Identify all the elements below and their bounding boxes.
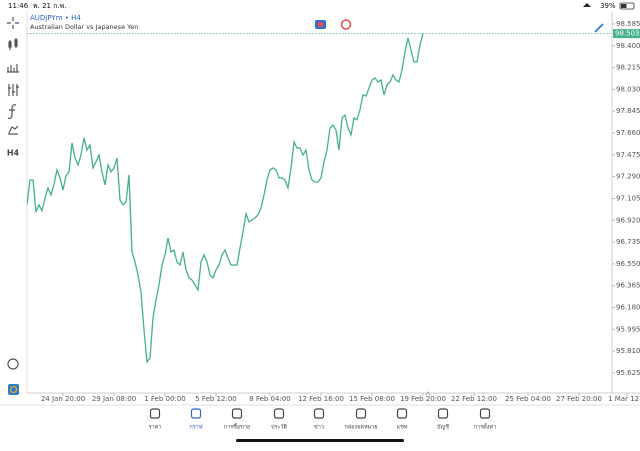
price-line xyxy=(27,33,424,364)
y-tick-label: 97.290 xyxy=(616,173,640,181)
drawing-tool[interactable] xyxy=(8,125,19,135)
left-toolbar xyxy=(7,17,19,370)
tab-label[interactable]: ข่าว xyxy=(314,425,324,431)
x-tick-label: 15 Feb 08:00 xyxy=(349,395,395,403)
tab-label[interactable]: ราคา xyxy=(149,425,162,431)
tab-icon[interactable] xyxy=(437,408,449,419)
tab-label[interactable]: บัญชี xyxy=(437,424,449,431)
trendline-button[interactable] xyxy=(594,23,604,33)
x-tick-label: 8 Feb 04:00 xyxy=(249,395,290,403)
x-tick-label: 5 Feb 12:00 xyxy=(195,395,236,403)
y-tick-label: 97.105 xyxy=(616,194,640,202)
symbol-title[interactable]: AUDJPYm • H4 xyxy=(30,14,81,22)
x-tick-label: 27 Feb 20:00 xyxy=(556,395,602,403)
y-tick-label: 98.400 xyxy=(616,42,640,50)
y-tick-label: 95.995 xyxy=(616,325,640,333)
status-date: พ. 21 ก.พ. xyxy=(33,2,67,10)
wifi-icon xyxy=(583,3,591,7)
indicators-tool[interactable] xyxy=(7,64,19,73)
symbol-description: Australian Dollar vs Japanese Yen xyxy=(30,23,138,31)
tab-label[interactable]: กล่องจดหมาย xyxy=(344,425,377,431)
settings-tool[interactable] xyxy=(8,84,19,96)
y-tick-label: 96.920 xyxy=(616,216,640,224)
x-tick-label: 22 Feb 12:00 xyxy=(451,395,497,403)
tab-icon[interactable] xyxy=(313,408,325,419)
crosshair-tool[interactable] xyxy=(7,17,19,29)
objects-tool[interactable] xyxy=(7,104,17,119)
battery-icon xyxy=(619,2,635,10)
y-tick-label: 97.660 xyxy=(616,129,640,137)
tab-label[interactable]: แชท xyxy=(397,424,408,431)
y-tick-label: 96.550 xyxy=(616,260,640,268)
current-price-label: 98.503 xyxy=(615,30,640,38)
y-tick-label: 97.475 xyxy=(616,151,640,159)
one-click-button[interactable] xyxy=(340,19,352,30)
y-tick-label: 95.810 xyxy=(616,347,640,355)
y-tick-label: 96.180 xyxy=(616,304,640,312)
y-tick-label: 96.365 xyxy=(616,282,640,290)
y-tick-label: 98.585 xyxy=(616,20,640,28)
y-tick-label: 95.625 xyxy=(616,369,640,377)
x-tick-label: 12 Feb 16:00 xyxy=(298,395,344,403)
x-tick-label: 24 Jan 20:00 xyxy=(41,395,85,403)
tab-icon[interactable] xyxy=(149,408,161,419)
trade-tool[interactable] xyxy=(7,358,19,370)
x-tick-label: 1 Feb 00:00 xyxy=(144,395,185,403)
sell-button-flag xyxy=(318,22,323,27)
y-tick-label: 98.215 xyxy=(616,64,640,72)
tab-icon[interactable] xyxy=(190,408,202,419)
tab-label[interactable]: กราฟ xyxy=(189,424,202,431)
timeframe-button[interactable]: H4 xyxy=(7,149,20,158)
tab-label[interactable]: ประวัติ xyxy=(271,424,287,431)
y-tick-label: 96.735 xyxy=(616,238,640,246)
chart-type-tool[interactable] xyxy=(8,38,18,50)
y-tick-label: 97.845 xyxy=(616,107,640,115)
y-tick-label: 98.030 xyxy=(616,85,640,93)
scroll-marker xyxy=(425,391,431,396)
app-logo-mark xyxy=(9,385,18,394)
status-battery: 39% xyxy=(600,2,616,10)
tab-icon[interactable] xyxy=(231,408,243,419)
app-logo[interactable] xyxy=(8,384,19,395)
x-tick-label: 1 Mar 12:0 xyxy=(608,395,640,403)
tab-icon[interactable] xyxy=(396,408,408,419)
tab-label[interactable]: การตั้งค่า xyxy=(474,423,496,431)
home-indicator xyxy=(236,439,404,442)
tab-icon[interactable] xyxy=(355,408,367,419)
current-price-tag xyxy=(613,29,640,39)
tab-icon[interactable] xyxy=(273,408,285,419)
x-tick-label: 19 Feb 20:00 xyxy=(400,395,446,403)
tab-icon[interactable] xyxy=(479,408,491,419)
status-time: 11:46 xyxy=(8,2,29,10)
tab-label[interactable]: การซื้อขาย xyxy=(224,423,250,431)
x-tick-label: 25 Feb 04:00 xyxy=(505,395,551,403)
battery-level xyxy=(621,4,627,8)
x-tick-label: 29 Jan 08:00 xyxy=(92,395,136,403)
